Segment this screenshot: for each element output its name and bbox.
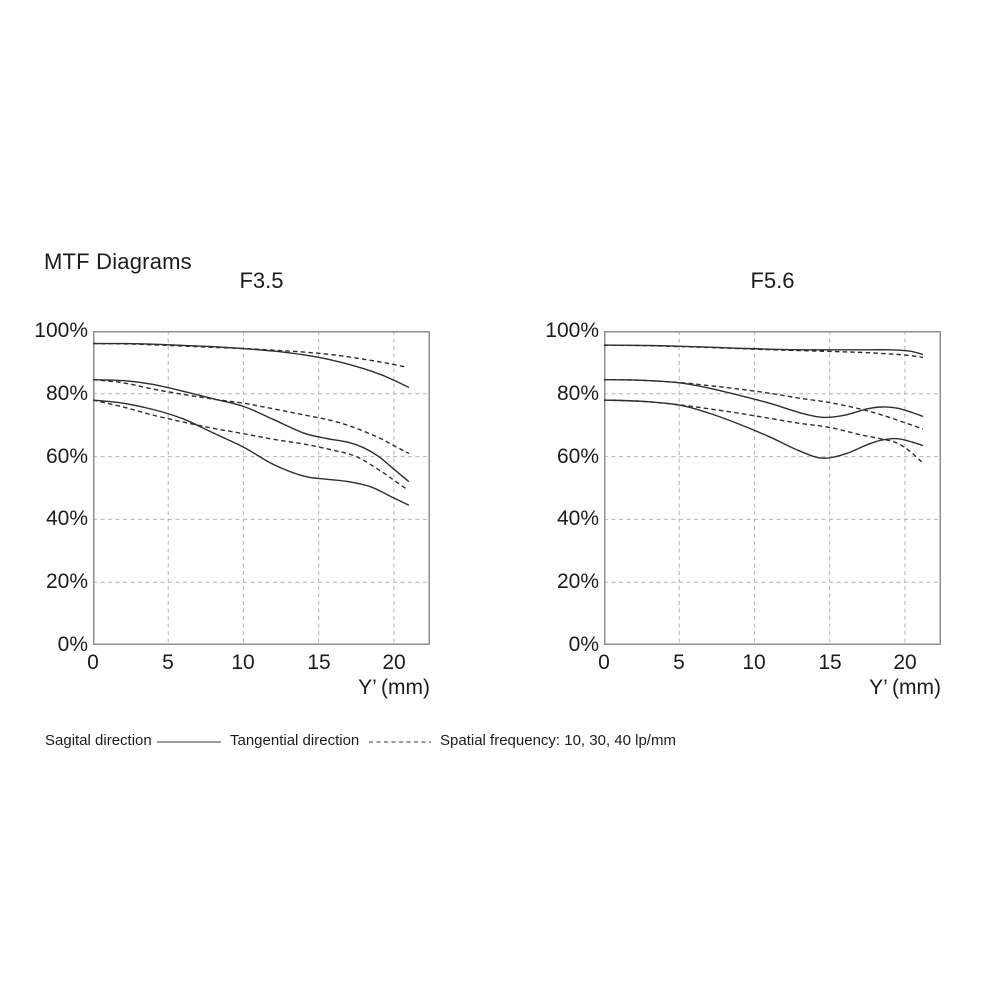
chart-title-f3-5: F3.5 [239,268,284,293]
y-tick-label: 80% [45,382,88,405]
page-title: MTF Diagrams [44,249,192,274]
curve-tangential-30-lp-mm [93,378,410,455]
y-tick-label: 60% [556,445,599,468]
mtf-plot-f3-5 [93,331,430,645]
legend: Sagital direction Tangential direction S… [0,730,1000,756]
legend-tangential-label: Tangential direction [230,732,360,749]
curve-sagittal-10-lp-mm [604,344,924,356]
sagittal-line-sample-icon [157,741,221,743]
y-tick-label: 60% [45,445,88,468]
y-tick-label: 20% [556,570,599,593]
curve-tangential-30-lp-mm [604,378,924,430]
x-tick-label: 15 [307,651,331,674]
x-tick-label: 20 [893,651,917,674]
y-tick-label: 80% [556,382,599,405]
x-tick-label: 5 [162,651,174,674]
curve-tangential-10-lp-mm [604,344,924,359]
y-tick-label: 0% [57,633,88,656]
y-tick-label: 20% [45,570,88,593]
chart-title-f5-6: F5.6 [750,268,795,293]
y-tick-label: 100% [545,319,599,342]
x-axis-label: Y’ (mm) [869,676,941,699]
x-tick-label: 20 [382,651,406,674]
chart-f5-6: F5.6 100% 80% 60% 40% 20% 0% 0 5 10 15 2… [511,0,1000,1000]
curve-sagittal-10-lp-mm [93,342,410,389]
x-axis-label: Y’ (mm) [358,676,430,699]
tangential-line-sample-icon [369,741,431,743]
curve-sagittal-30-lp-mm [93,378,410,483]
curve-tangential-10-lp-mm [93,342,407,368]
curve-sagittal-30-lp-mm [604,378,924,419]
y-tick-label: 40% [45,507,88,530]
chart-f3-5: F3.5 100% 80% 60% 40% 20% 0% 0 5 10 15 2… [0,0,489,1000]
curve-tangential-40-lp-mm [604,399,924,464]
legend-sagittal-label: Sagital direction [45,732,152,749]
curve-sagittal-40-lp-mm [93,399,410,506]
x-tick-label: 0 [598,651,610,674]
curve-tangential-40-lp-mm [93,399,407,490]
x-tick-label: 0 [87,651,99,674]
x-tick-label: 15 [818,651,842,674]
x-tick-label: 5 [673,651,685,674]
y-tick-label: 40% [556,507,599,530]
x-tick-label: 10 [231,651,255,674]
y-tick-label: 100% [34,319,88,342]
y-tick-label: 0% [568,633,599,656]
legend-frequency-label: Spatial frequency: 10, 30, 40 lp/mm [440,732,676,749]
curve-sagittal-40-lp-mm [604,399,924,459]
x-tick-label: 10 [742,651,766,674]
mtf-plot-f5-6 [604,331,941,645]
